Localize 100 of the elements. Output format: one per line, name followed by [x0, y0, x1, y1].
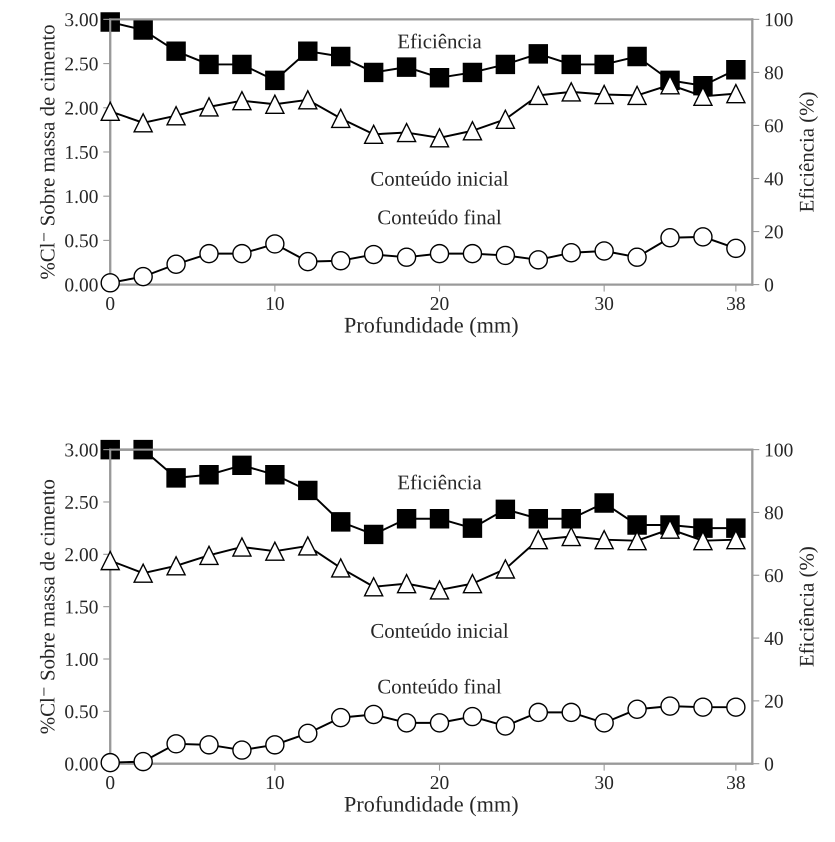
- point: [462, 121, 482, 140]
- point: [594, 241, 614, 261]
- y2-tick-label: 20: [764, 225, 783, 238]
- point: [693, 697, 713, 717]
- point: [298, 724, 318, 744]
- point: [562, 702, 581, 722]
- y-axis-title: %Cl⁻ Sobre massa de cimento: [40, 480, 55, 734]
- point: [364, 244, 384, 264]
- y2-tick-label: 0: [764, 278, 774, 292]
- point: [627, 86, 647, 106]
- point: [594, 713, 614, 733]
- point: [430, 580, 450, 600]
- x-tick-label: 38: [727, 776, 745, 790]
- point: [100, 550, 120, 570]
- point: [660, 228, 680, 248]
- point: [166, 734, 186, 754]
- series-label: Conteúdo final: [378, 210, 502, 224]
- point: [528, 530, 548, 550]
- point: [265, 541, 285, 561]
- x-axis-title: Profundidade (mm): [344, 796, 518, 816]
- point: [496, 500, 516, 520]
- y2-tick-label: 20: [764, 694, 783, 708]
- point: [199, 244, 219, 264]
- point: [133, 20, 153, 40]
- y-tick-label: 1.00: [66, 190, 98, 204]
- point: [232, 90, 252, 110]
- point: [462, 518, 482, 538]
- point: [331, 108, 350, 128]
- point: [594, 84, 614, 104]
- point: [331, 708, 350, 728]
- point: [166, 106, 186, 126]
- point: [462, 244, 482, 264]
- series-label: Conteúdo inicial: [371, 623, 508, 638]
- point: [199, 546, 219, 566]
- point: [462, 62, 482, 82]
- point: [364, 124, 384, 144]
- series-label: Conteúdo final: [378, 678, 502, 694]
- y2-tick-label: 80: [764, 506, 783, 520]
- y2-tick-label: 40: [764, 172, 783, 186]
- point: [133, 440, 153, 460]
- point: [232, 54, 252, 74]
- point: [232, 456, 252, 476]
- point: [265, 94, 285, 114]
- point: [528, 250, 548, 270]
- point: [496, 716, 516, 736]
- x-tick-label: 0: [106, 296, 114, 310]
- point: [562, 509, 581, 528]
- point: [693, 227, 713, 247]
- point: [528, 509, 548, 528]
- point: [726, 697, 746, 717]
- y-tick-label: 2.00: [65, 548, 98, 562]
- point: [430, 68, 450, 88]
- point: [396, 713, 416, 733]
- point: [726, 518, 746, 538]
- point: [100, 440, 120, 460]
- series-label: Eficiência: [398, 34, 482, 48]
- point: [627, 700, 647, 719]
- x-tick-label: 20: [430, 296, 448, 310]
- point: [462, 574, 482, 594]
- y-tick-label: 0.00: [65, 758, 98, 771]
- point: [562, 526, 581, 546]
- x-tick-label: 20: [430, 776, 448, 790]
- point: [430, 509, 450, 528]
- point: [562, 243, 581, 262]
- point: [265, 465, 285, 484]
- point: [396, 247, 416, 267]
- point: [693, 86, 713, 106]
- point: [364, 577, 384, 596]
- point: [430, 244, 450, 264]
- point: [331, 558, 350, 578]
- point: [100, 102, 120, 122]
- point: [298, 480, 318, 500]
- point: [199, 465, 219, 484]
- point: [594, 530, 614, 550]
- point: [265, 234, 285, 254]
- point: [265, 70, 285, 90]
- point: [726, 84, 746, 104]
- y-tick-label: 0.50: [65, 234, 98, 248]
- x-tick-label: 30: [595, 296, 614, 310]
- point: [298, 90, 318, 110]
- x-axis-title: Profundidade (mm): [344, 316, 518, 338]
- point: [298, 252, 318, 272]
- point: [166, 468, 186, 488]
- point: [232, 537, 252, 557]
- x-tick-label: 10: [266, 776, 284, 790]
- y-tick-label: 1.00: [66, 652, 98, 666]
- point: [627, 46, 647, 66]
- point: [726, 60, 746, 80]
- y-tick-label: 2.50: [65, 496, 98, 509]
- point: [331, 46, 350, 66]
- series-label: Conteúdo inicial: [371, 171, 508, 186]
- point: [396, 57, 416, 77]
- point: [232, 740, 252, 760]
- y2-axis-title: Eficiência (%): [798, 547, 818, 666]
- y-tick-label: 3.00: [65, 13, 98, 26]
- point: [100, 273, 120, 293]
- point: [331, 512, 350, 532]
- y2-tick-label: 60: [764, 119, 783, 132]
- point: [331, 251, 350, 270]
- point: [298, 41, 318, 61]
